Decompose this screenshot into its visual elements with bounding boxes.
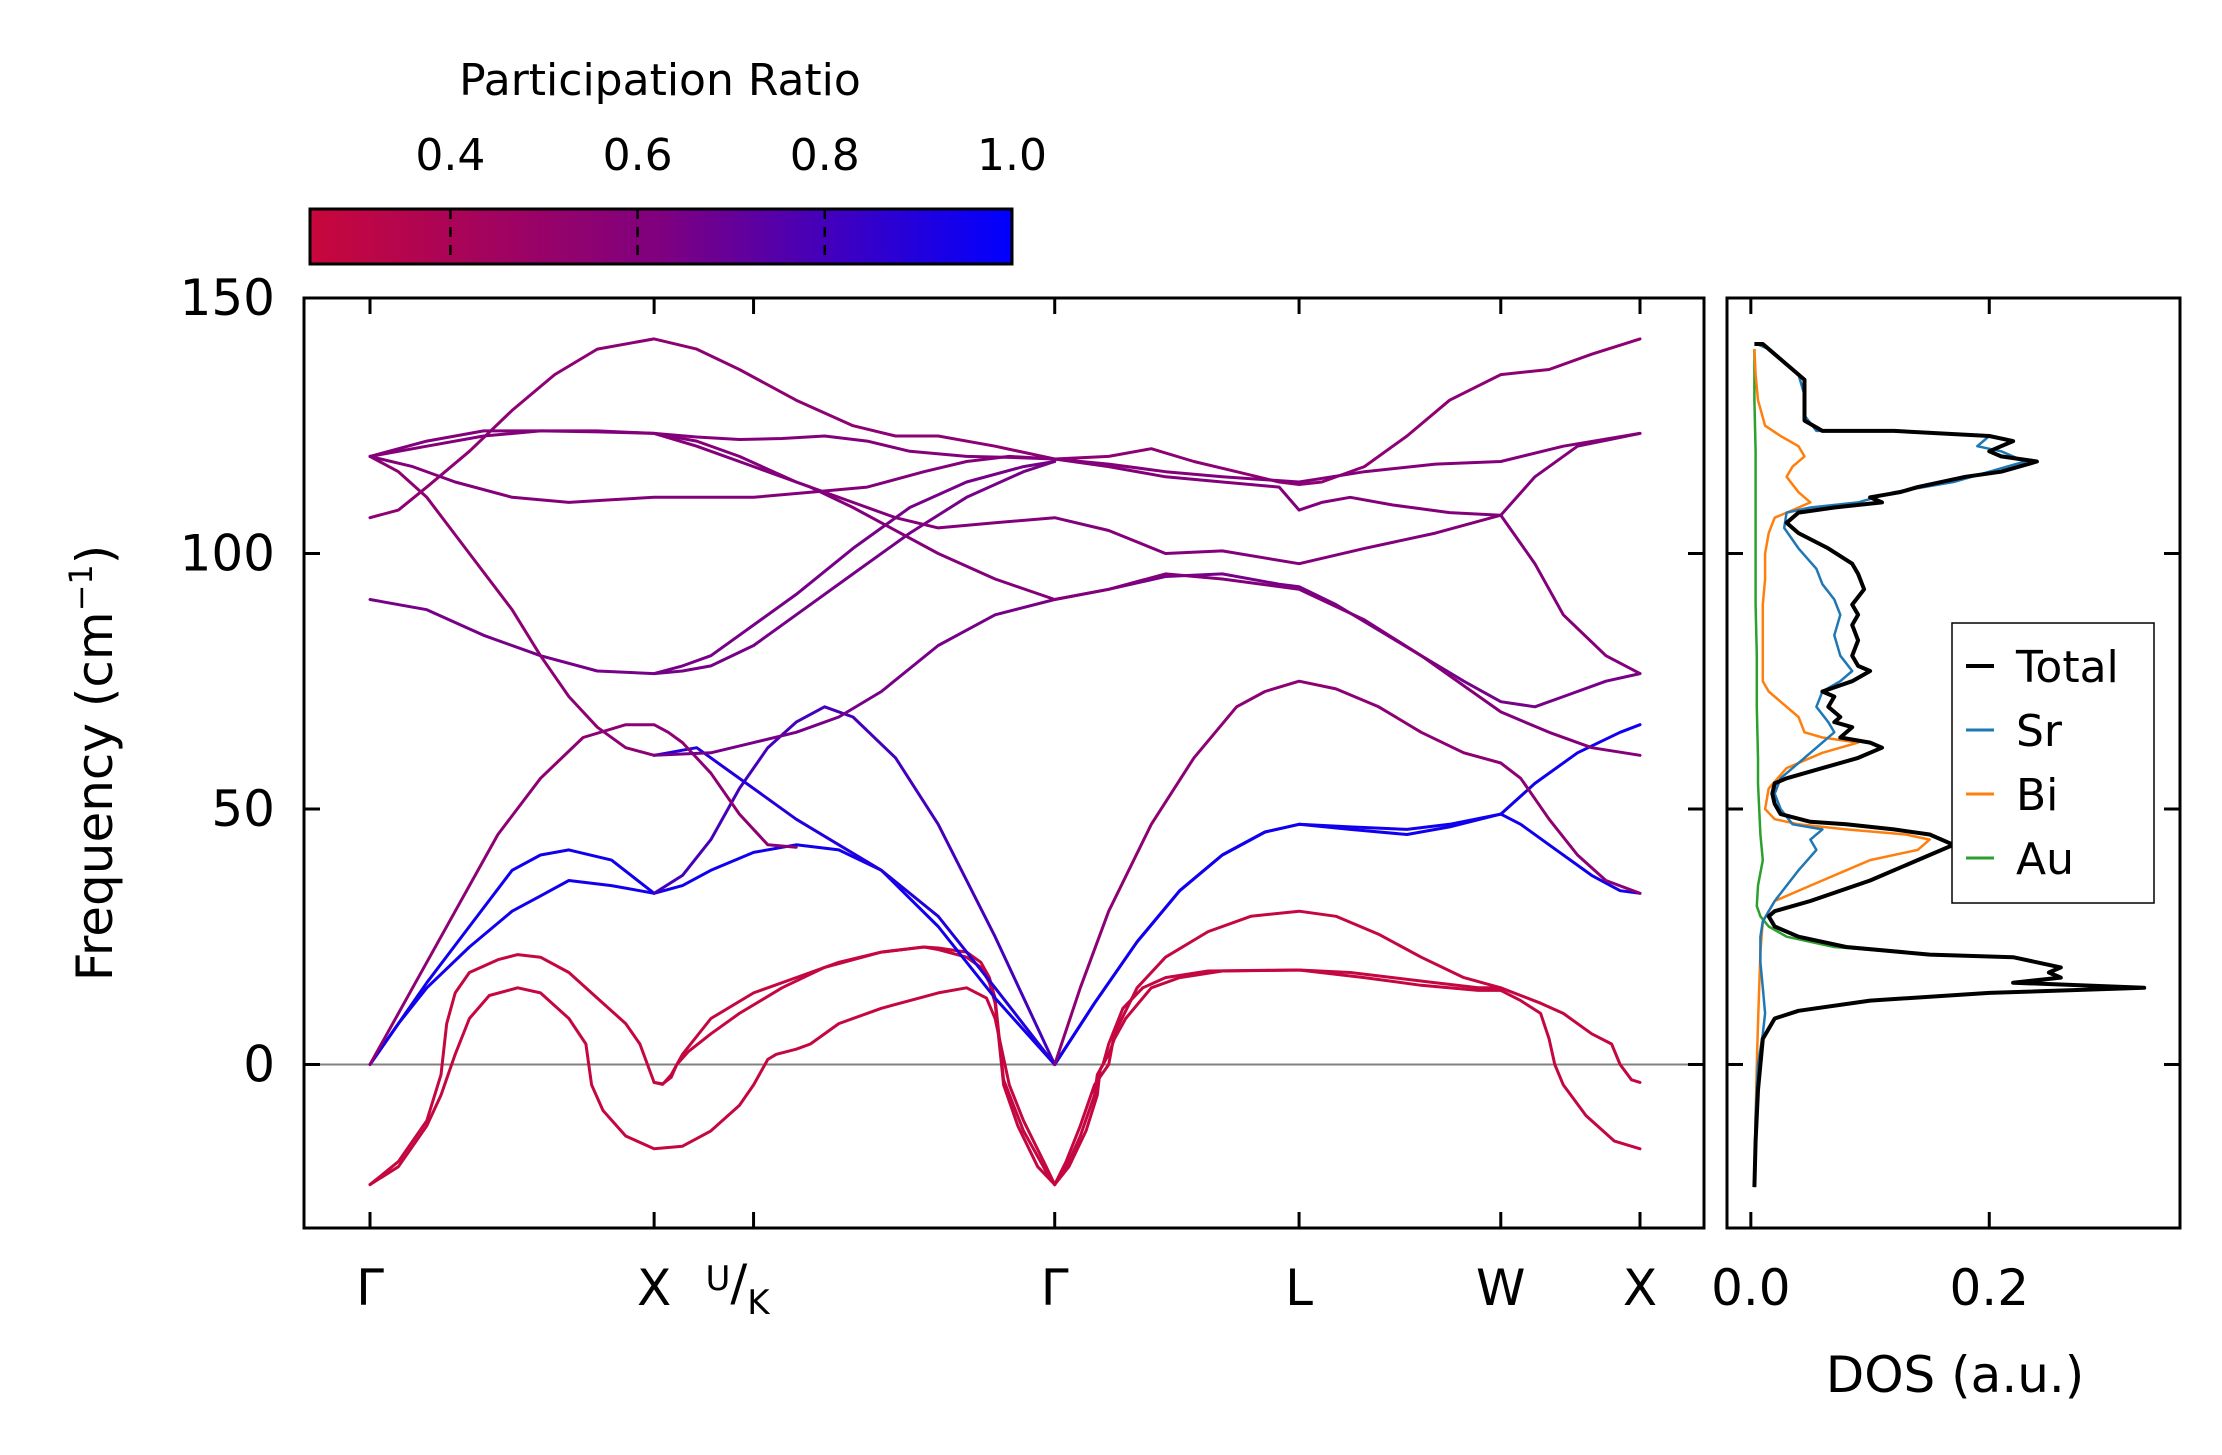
legend-item: Total [1966,642,2119,693]
phonon-band-6 [1053,909,1503,1187]
y-tick-label: 100 [180,524,275,582]
k-point-label-top: U [706,1259,731,1299]
phonon-band-10 [652,746,1057,1066]
dispersion-frame [302,296,1706,1230]
k-point-label: Γ [1041,1259,1069,1317]
k-point-label-slash: / [730,1254,747,1312]
phonon-band-15 [368,460,1057,676]
phonon-band-3 [652,945,1057,1187]
y-axis-label: Frequency (cm−1) [62,545,124,982]
legend-label: Bi [2016,770,2058,821]
k-point-label-bottom: K [747,1283,771,1323]
dos-line-total [1752,342,2147,1188]
phonon-band-23 [1053,457,1642,676]
phonon-band-9 [652,705,1057,1066]
phonon-band-18 [368,454,656,757]
colorbar-tick-label: 0.6 [603,130,673,181]
legend-frame [1951,622,2155,904]
phonon-band-17 [652,572,1642,757]
phonon-band-19 [368,337,1642,520]
phonon-band-11 [368,723,798,1066]
phonon-band-4 [1053,968,1642,1187]
y-axis-label-close: ) [66,545,124,565]
phonon-band-5 [1053,968,1642,1187]
phonon-band-22 [368,431,1642,504]
colorbar-label: Participation Ratio [459,55,861,106]
y-axis-label-main: Frequency (cm [66,611,124,981]
legend-label: Au [2016,834,2074,885]
k-point-label: U/K [706,1254,772,1323]
phonon-band-24 [652,431,1057,461]
colorbar-tick-label: 1.0 [977,130,1047,181]
phonon-band-14 [1053,679,1642,1066]
dos-x-tick-label: 0.0 [1711,1259,1791,1317]
phonon-band-2 [368,945,1057,1187]
k-point-label: X [637,1259,671,1317]
phonon-band-21 [368,429,1642,757]
dos-x-axis-label: DOS (a.u.) [1826,1346,2085,1404]
legend-label: Total [2015,642,2119,693]
phonon-band-20 [368,429,1642,566]
dos-x-tick-label: 0.2 [1949,1259,2029,1317]
dos-frame [1725,296,2182,1230]
legend-label: Sr [2016,706,2063,757]
legend-item: Au [1966,834,2074,885]
colorbar-tick-label: 0.8 [790,130,860,181]
y-tick-label: 150 [180,269,275,327]
k-point-label: W [1476,1259,1525,1317]
dos-line-bi [1753,349,1931,1188]
phonon-band-8 [368,848,656,1066]
dos-panel: 0.0 0.2 DOS (a.u.) [1711,296,2182,1404]
colorbar-gradient [308,207,1014,266]
k-point-label: L [1285,1259,1313,1317]
legend-item: Sr [1966,706,2063,757]
k-point-label: X [1623,1259,1657,1317]
dos-line-sr [1753,342,2027,1188]
y-tick-label: 0 [243,1035,275,1093]
legend-item: Bi [1966,770,2058,821]
y-tick-label: 50 [211,780,275,838]
phonon-band-13 [1053,812,1642,1066]
colorbar-tick-label: 0.4 [415,130,485,181]
k-point-label: Γ [356,1259,384,1317]
phonon-band-1 [368,986,1057,1187]
y-axis-label-sup: −1 [62,564,100,611]
dos-legend: Total Sr Bi Au [1951,622,2155,904]
phonon-band-12 [1053,723,1642,1066]
phonon-band-16 [652,460,1057,676]
colorbar: Participation Ratio 0.4 0.6 0.8 1.0 [308,55,1047,266]
